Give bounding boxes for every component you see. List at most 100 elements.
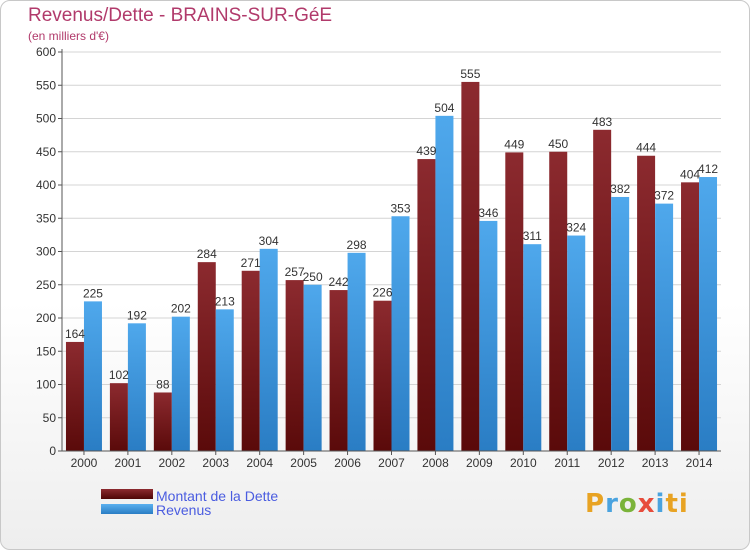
value-label-revenus: 372 <box>654 189 674 203</box>
x-tick-label: 2011 <box>554 456 580 470</box>
bar-revenus <box>523 244 542 451</box>
legend-label-revenus: Revenus <box>156 502 211 518</box>
bar-dette <box>505 152 524 452</box>
value-label-revenus: 192 <box>127 308 147 322</box>
value-label-dette: 450 <box>548 137 568 151</box>
proxiti-logo: Proxiti <box>585 489 689 519</box>
y-tick-label: 50 <box>43 411 57 425</box>
value-label-dette: 439 <box>416 144 436 158</box>
bar-revenus <box>347 252 366 451</box>
bar-revenus <box>567 235 586 451</box>
bar-dette <box>461 81 480 452</box>
x-tick-label: 2007 <box>378 456 405 470</box>
bar-revenus <box>611 196 630 451</box>
bar-revenus <box>171 316 190 451</box>
x-tick-label: 2004 <box>246 456 273 470</box>
y-tick-label: 550 <box>36 78 56 92</box>
bar-dette <box>681 182 700 451</box>
value-label-dette: 102 <box>109 368 129 382</box>
x-tick-label: 2014 <box>686 456 713 470</box>
legend-swatch-revenus <box>101 504 153 514</box>
value-label-revenus: 346 <box>478 206 498 220</box>
value-label-dette: 164 <box>65 327 85 341</box>
bar-revenus <box>435 115 454 451</box>
bar-dette <box>65 341 84 451</box>
y-tick-label: 600 <box>36 45 56 59</box>
y-tick-label: 300 <box>36 245 56 259</box>
value-label-revenus: 304 <box>259 234 279 248</box>
value-label-dette: 88 <box>156 377 170 391</box>
bar-revenus <box>699 177 718 451</box>
y-tick-label: 0 <box>49 444 56 458</box>
bar-revenus <box>259 248 278 451</box>
value-label-dette: 483 <box>592 115 612 129</box>
bar-revenus <box>83 301 102 451</box>
value-label-dette: 449 <box>504 137 524 151</box>
legend: Montant de la Dette Revenus <box>101 488 278 518</box>
value-label-revenus: 213 <box>215 294 235 308</box>
x-tick-label: 2009 <box>466 456 493 470</box>
x-tick-label: 2006 <box>334 456 361 470</box>
bar-dette <box>593 129 612 451</box>
bar-revenus <box>215 309 234 451</box>
bar-dette <box>637 155 656 452</box>
chart-subtitle: (en milliers d'€) <box>28 29 109 43</box>
x-tick-label: 2005 <box>290 456 317 470</box>
bar-revenus <box>127 323 146 451</box>
bar-dette <box>373 300 392 451</box>
value-label-dette: 284 <box>197 247 217 261</box>
bar-dette <box>285 280 304 451</box>
axes: 0 50 100 150 200 250 300 350 400 450 500 550 600 2000… <box>36 45 721 470</box>
y-tick-label: 450 <box>36 145 56 159</box>
bar-dette <box>153 392 172 451</box>
bar-revenus <box>479 220 498 451</box>
bar-dette <box>241 270 260 451</box>
x-tick-label: 2000 <box>71 456 98 470</box>
value-label-revenus: 298 <box>347 238 367 252</box>
bar-dette <box>329 290 348 451</box>
value-label-dette: 242 <box>329 275 349 289</box>
x-tick-label: 2003 <box>202 456 229 470</box>
x-tick-label: 2002 <box>158 456 185 470</box>
x-tick-label: 2013 <box>642 456 669 470</box>
y-tick-label: 350 <box>36 211 56 225</box>
y-tick-label: 500 <box>36 112 56 126</box>
value-label-revenus: 412 <box>698 162 718 176</box>
y-tick-label: 250 <box>36 278 56 292</box>
x-tick-label: 2010 <box>510 456 537 470</box>
bar-dette <box>549 151 568 451</box>
y-tick-label: 100 <box>36 378 56 392</box>
chart-title: Revenus/Dette - BRAINS-SUR-GéE <box>28 5 333 26</box>
value-label-revenus: 250 <box>303 270 323 284</box>
bar-dette <box>109 383 128 451</box>
value-label-dette: 226 <box>372 286 392 300</box>
value-label-revenus: 225 <box>83 286 103 300</box>
value-label-revenus: 353 <box>390 201 410 215</box>
bar-revenus <box>655 203 674 451</box>
value-label-dette: 555 <box>460 67 480 81</box>
value-label-dette: 257 <box>285 265 305 279</box>
value-label-dette: 444 <box>636 141 656 155</box>
value-label-revenus: 504 <box>434 101 454 115</box>
bar-dette <box>417 159 436 451</box>
x-tick-label: 2012 <box>598 456 625 470</box>
value-label-revenus: 311 <box>523 229 542 243</box>
legend-swatch-dette <box>101 489 153 499</box>
x-tick-label: 2001 <box>115 456 142 470</box>
x-tick-label: 2008 <box>422 456 449 470</box>
legend-label-dette: Montant de la Dette <box>156 488 278 504</box>
value-label-revenus: 382 <box>610 182 630 196</box>
value-label-revenus: 324 <box>566 221 586 235</box>
value-label-dette: 404 <box>680 167 700 181</box>
y-tick-label: 400 <box>36 178 56 192</box>
bar-dette <box>197 262 216 451</box>
y-tick-label: 200 <box>36 311 56 325</box>
bars <box>65 81 718 452</box>
value-label-revenus: 202 <box>171 302 191 316</box>
bar-revenus <box>391 216 410 451</box>
y-tick-label: 150 <box>36 344 56 358</box>
value-label-dette: 271 <box>241 256 261 270</box>
